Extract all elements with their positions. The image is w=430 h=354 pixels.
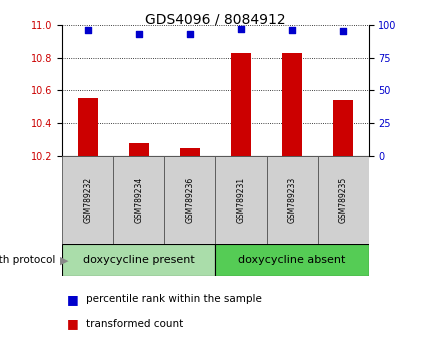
Text: ■: ■: [67, 318, 78, 330]
Bar: [230, 53, 251, 156]
Text: percentile rank within the sample: percentile rank within the sample: [86, 294, 261, 304]
Bar: [129, 143, 149, 156]
Point: [288, 27, 295, 33]
Bar: [77, 98, 98, 156]
Point: [339, 28, 346, 34]
Text: transformed count: transformed count: [86, 319, 183, 329]
Text: GSM789232: GSM789232: [83, 177, 92, 223]
Text: GSM789235: GSM789235: [338, 177, 347, 223]
Bar: [281, 53, 301, 156]
Bar: [62, 244, 215, 276]
Point: [135, 31, 142, 37]
Text: doxycycline absent: doxycycline absent: [238, 255, 345, 265]
Text: growth protocol: growth protocol: [0, 255, 58, 265]
FancyBboxPatch shape: [215, 156, 266, 244]
Point: [237, 26, 244, 32]
Text: GSM789233: GSM789233: [287, 177, 296, 223]
Text: doxycycline present: doxycycline present: [83, 255, 194, 265]
FancyBboxPatch shape: [113, 156, 164, 244]
Text: GSM789231: GSM789231: [236, 177, 245, 223]
FancyBboxPatch shape: [266, 156, 317, 244]
Text: ■: ■: [67, 293, 78, 306]
Text: ▶: ▶: [60, 255, 69, 265]
Bar: [215, 244, 368, 276]
Bar: [332, 100, 352, 156]
Point: [186, 31, 193, 37]
FancyBboxPatch shape: [62, 156, 113, 244]
Text: GDS4096 / 8084912: GDS4096 / 8084912: [145, 12, 285, 27]
FancyBboxPatch shape: [164, 156, 215, 244]
Text: GSM789234: GSM789234: [134, 177, 143, 223]
Bar: [179, 148, 200, 156]
Text: GSM789236: GSM789236: [185, 177, 194, 223]
FancyBboxPatch shape: [317, 156, 368, 244]
Point: [84, 27, 91, 33]
